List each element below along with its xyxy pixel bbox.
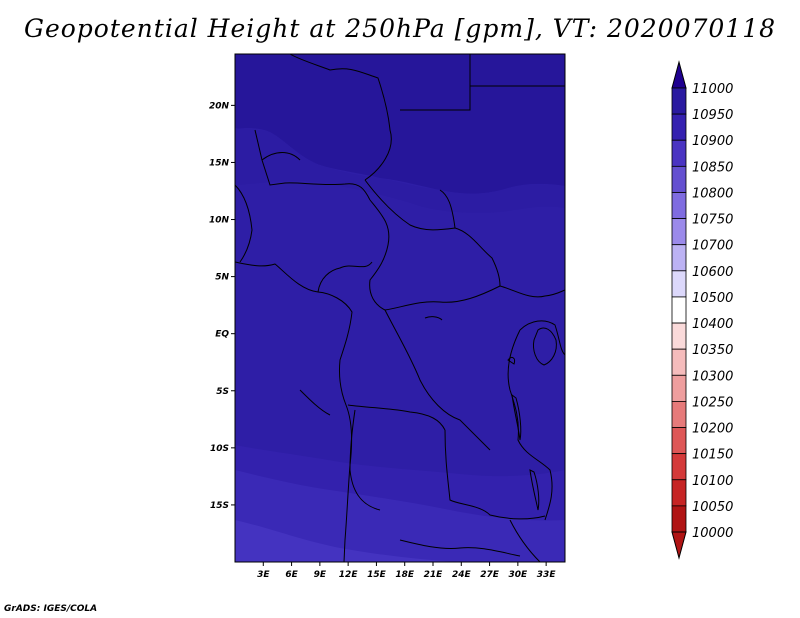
lon-tick-label: 21E: [424, 570, 444, 580]
colorbar-max-arrow: [671, 60, 687, 89]
colorbar-swatch: [671, 139, 687, 167]
map-outlines: [235, 54, 565, 562]
latitude-axis: 20N 15N 10N 5N EQ 5S 10S 15S: [209, 101, 235, 511]
colorbar: 11000 10950 10900 10850 10800 10750 10700 10600…: [671, 60, 733, 560]
colorbar-swatch: [671, 192, 687, 219]
lakes: [424, 316, 557, 511]
colorbar-label: 10800: [692, 186, 733, 201]
lon-tick-label: 33E: [537, 570, 557, 580]
colorbar-swatch: [671, 505, 687, 533]
colorbar-label: 10000: [692, 526, 733, 541]
colorbar-label: 10200: [692, 422, 733, 437]
colorbar-label: 10500: [692, 291, 733, 306]
lon-tick-label: 18E: [395, 570, 415, 580]
colorbar-swatch: [671, 322, 687, 350]
colorbar-label: 10050: [692, 500, 733, 515]
colorbar-label: 10900: [692, 134, 733, 149]
colorbar-label: 10250: [692, 395, 733, 410]
lat-tick-label: EQ: [215, 330, 229, 340]
colorbar-label: 10150: [692, 448, 733, 463]
colorbar-label: 11000: [692, 82, 733, 97]
colorbar-label: 10400: [692, 317, 733, 332]
height-contour-fill: [235, 54, 565, 562]
colorbar-label: 10350: [692, 343, 733, 358]
lat-tick-label: 15N: [209, 158, 230, 168]
lat-tick-label: 10N: [209, 216, 230, 226]
colorbar-label: 10950: [692, 108, 733, 123]
lon-tick-label: 3E: [257, 570, 270, 580]
lat-tick-label: 5S: [216, 387, 229, 397]
colorbar-swatch: [671, 427, 687, 455]
grads-credit: GrADS: IGES/COLA: [4, 604, 98, 614]
colorbar-swatch: [671, 87, 687, 115]
lat-tick-label: 10S: [210, 444, 229, 454]
colorbar-swatch: [671, 270, 687, 298]
lon-tick-label: 30E: [509, 570, 529, 580]
colorbar-swatch: [671, 165, 687, 193]
lon-tick-label: 15E: [367, 570, 387, 580]
colorbar-label: 10850: [692, 160, 733, 175]
colorbar-label: 10600: [692, 265, 733, 280]
colorbar-swatch: [671, 244, 687, 272]
colorbar-swatch: [671, 374, 687, 402]
map-frame: [234, 53, 566, 563]
colorbar-swatch: [671, 348, 687, 376]
colorbar-swatch: [671, 218, 687, 246]
lon-tick-label: 9E: [314, 570, 327, 580]
colorbar-label: 10700: [692, 239, 733, 254]
colorbar-label: 10300: [692, 369, 733, 384]
lat-tick-label: 5N: [215, 273, 229, 283]
lon-tick-label: 12E: [339, 570, 359, 580]
map-title: Geopotential Height at 250hPa [gpm], VT:…: [23, 14, 777, 43]
colorbar-swatch: [671, 453, 687, 481]
colorbar-swatch: [671, 479, 687, 507]
lat-tick-label: 15S: [210, 501, 229, 511]
colorbar-label: 10750: [692, 213, 733, 228]
colorbar-min-arrow: [671, 531, 687, 560]
colorbar-swatch: [671, 113, 687, 141]
colorbar-swatch: [671, 296, 687, 324]
lon-tick-label: 27E: [480, 570, 500, 580]
lat-tick-label: 20N: [209, 101, 230, 111]
longitude-axis: 3E 6E 9E 12E 15E 18E 21E 24E 27E 30E 33E: [257, 562, 556, 580]
colorbar-swatch: [671, 401, 687, 428]
colorbar-label: 10100: [692, 474, 733, 489]
lon-tick-label: 6E: [285, 570, 298, 580]
lon-tick-label: 24E: [452, 570, 472, 580]
